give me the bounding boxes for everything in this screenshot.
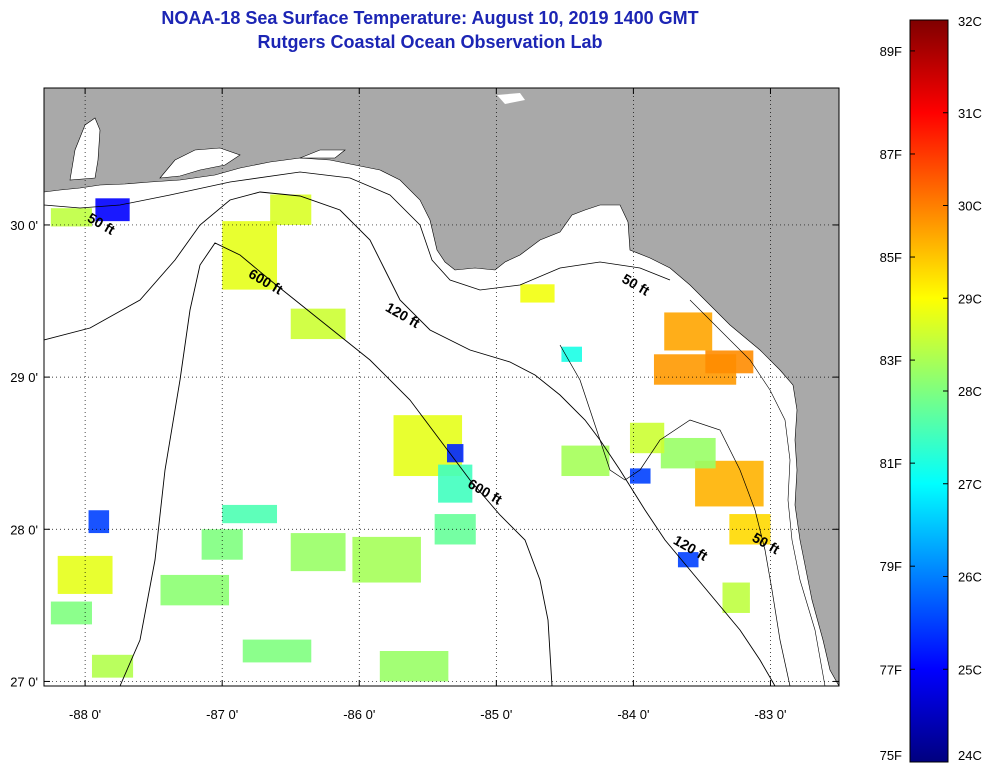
contour-120ft xyxy=(44,191,776,686)
land-mass xyxy=(44,88,839,686)
sst-patch xyxy=(438,464,473,503)
sst-patch xyxy=(242,639,312,663)
celsius-label: 27C xyxy=(958,477,982,492)
celsius-label: 32C xyxy=(958,14,982,29)
lon-tick-label: -86 0' xyxy=(343,707,375,722)
sst-patch xyxy=(561,445,610,477)
colorbar-labels: 24C 25C 26C 27C 28C 29C 30C 31C 32C 75F 77F 79F 81F 8… xyxy=(880,14,982,763)
sst-patch xyxy=(664,312,713,351)
axis-ticks: -88 0' -87 0' -86 0' -85 0' -84 0' -83 0' 27 0… xyxy=(10,88,839,722)
sst-patch xyxy=(629,422,665,454)
fahrenheit-label: 85F xyxy=(880,250,902,265)
sst-patch xyxy=(91,654,134,678)
sst-patch xyxy=(57,555,113,594)
celsius-label: 28C xyxy=(958,384,982,399)
sst-patch xyxy=(379,651,449,682)
sst-patch xyxy=(705,350,754,374)
lat-tick-label: 29 0' xyxy=(10,370,38,385)
lon-tick-label: -87 0' xyxy=(206,707,238,722)
lake-water xyxy=(497,93,525,104)
sst-patch xyxy=(222,504,278,524)
sst-patch xyxy=(50,601,92,625)
celsius-label: 26C xyxy=(958,570,982,585)
fahrenheit-label: 79F xyxy=(880,559,902,574)
fahrenheit-label: 75F xyxy=(880,748,902,763)
celsius-label: 25C xyxy=(958,662,982,677)
contour-50ft-east-b xyxy=(689,299,826,686)
celsius-label: 31C xyxy=(958,106,982,121)
sst-patch xyxy=(290,533,346,572)
bay-water xyxy=(299,149,346,159)
colorbar xyxy=(909,19,949,763)
map-frame xyxy=(43,87,840,687)
fahrenheit-label: 77F xyxy=(880,662,902,677)
sst-patch xyxy=(270,194,312,225)
sst-patch xyxy=(722,582,750,613)
fahrenheit-label: 81F xyxy=(880,456,902,471)
map-subtitle: Rutgers Coastal Ocean Observation Lab xyxy=(257,32,603,52)
sst-patch xyxy=(160,574,230,606)
sst-patch xyxy=(677,552,699,568)
contour-50ft-east xyxy=(559,344,791,686)
map-title: NOAA-18 Sea Surface Temperature: August … xyxy=(161,8,699,28)
bay-water xyxy=(159,147,241,179)
lat-tick-label: 30 0' xyxy=(10,218,38,233)
celsius-label: 24C xyxy=(958,748,982,763)
lat-tick-label: 28 0' xyxy=(10,522,38,537)
lon-tick-label: -84 0' xyxy=(617,707,649,722)
contour-600ft xyxy=(119,242,553,686)
lon-tick-label: -85 0' xyxy=(480,707,512,722)
fahrenheit-label: 83F xyxy=(880,353,902,368)
sst-patch xyxy=(446,444,464,463)
fahrenheit-label: 89F xyxy=(880,44,902,59)
sst-patch xyxy=(95,198,130,222)
grid-lines xyxy=(44,88,839,686)
sst-patch xyxy=(629,468,651,484)
lon-tick-label: -88 0' xyxy=(69,707,101,722)
sst-patch xyxy=(88,510,110,534)
sst-patch xyxy=(520,284,555,303)
celsius-label: 29C xyxy=(958,291,982,306)
sst-patch xyxy=(50,208,92,227)
sst-patch xyxy=(561,346,582,362)
sst-patch xyxy=(352,536,421,583)
lon-tick-label: -83 0' xyxy=(754,707,786,722)
sst-patch xyxy=(695,460,764,507)
sst-patch xyxy=(290,308,346,340)
celsius-label: 30C xyxy=(958,199,982,214)
sst-patch xyxy=(660,437,716,469)
lat-tick-label: 27 0' xyxy=(10,674,38,689)
fahrenheit-label: 87F xyxy=(880,147,902,162)
